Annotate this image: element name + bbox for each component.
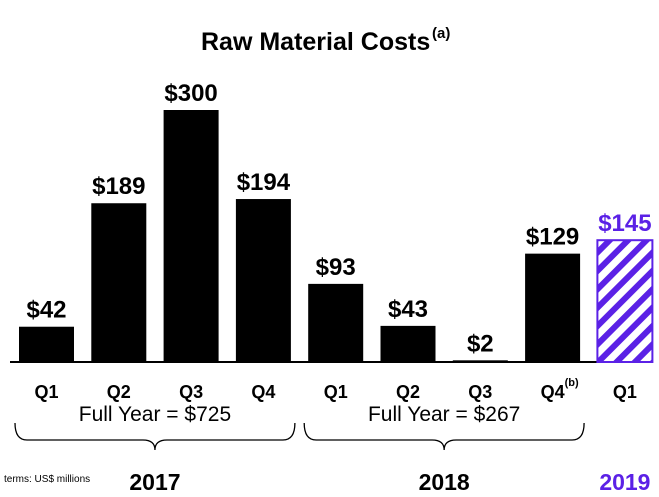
category-label-2018-q2: Q2 — [396, 382, 420, 402]
value-label-2018-q2: $43 — [388, 296, 428, 323]
value-label-2019-q1: $145 — [598, 210, 651, 237]
value-label-2017-q3: $300 — [164, 80, 217, 107]
full-year-label-2017: Full Year = $725 — [79, 403, 231, 426]
bar-2017-q3 — [163, 110, 219, 362]
category-label-2017-q1: Q1 — [34, 382, 58, 402]
value-labels-group: $42 $189 $300 $194 $93 $43 $2 $129 $145 — [26, 80, 651, 357]
chart-title: Raw Material Costs (a) — [201, 25, 450, 56]
year-label-2018: 2018 — [419, 469, 470, 495]
category-labels-group: Q1 Q2 Q3 Q4 Q1 Q2 Q3 Q4 (b) Q1 — [34, 377, 636, 402]
value-label-2018-q3: $2 — [467, 330, 494, 357]
category-label-2017-q3: Q3 — [179, 382, 203, 402]
value-label-2017-q1: $42 — [26, 297, 66, 324]
year-groups: Full Year = $725 2017 Full Year = $267 2018… — [14, 403, 650, 495]
year-label-2017: 2017 — [129, 469, 180, 495]
category-label-2019-q1: Q1 — [613, 382, 637, 402]
year-bracket-2018 — [303, 422, 585, 451]
category-label-2017-q2: Q2 — [107, 382, 131, 402]
category-label-2018-q1: Q1 — [324, 382, 348, 402]
year-label-2019: 2019 — [599, 469, 650, 495]
year-bracket-2017 — [14, 422, 296, 451]
bar-2018-q3 — [452, 360, 508, 362]
value-label-2018-q1: $93 — [316, 254, 356, 281]
bar-2017-q2 — [91, 203, 147, 362]
value-label-2018-q4: $129 — [526, 224, 579, 251]
chart-title-superscript: (a) — [432, 25, 450, 42]
bar-2018-q4 — [525, 253, 581, 362]
bars-group — [19, 110, 654, 363]
bar-2019-q1 — [596, 239, 654, 363]
unit-note: terms: US$ millions — [4, 474, 90, 485]
category-label-2018-q4: Q4 — [541, 382, 565, 402]
bar-2018-q1 — [308, 283, 364, 362]
value-label-2017-q4: $194 — [237, 169, 291, 196]
category-label-2017-q4: Q4 — [251, 382, 275, 402]
category-superscript: (b) — [565, 377, 579, 389]
bar-2017-q4 — [235, 199, 291, 362]
chart-title-text: Raw Material Costs — [201, 28, 430, 56]
value-label-2017-q2: $189 — [92, 173, 145, 200]
bar-2017-q1 — [19, 326, 74, 362]
full-year-label-2018: Full Year = $267 — [368, 403, 520, 426]
bar-2018-q2 — [380, 325, 436, 362]
category-label-2018-q3: Q3 — [468, 382, 492, 402]
